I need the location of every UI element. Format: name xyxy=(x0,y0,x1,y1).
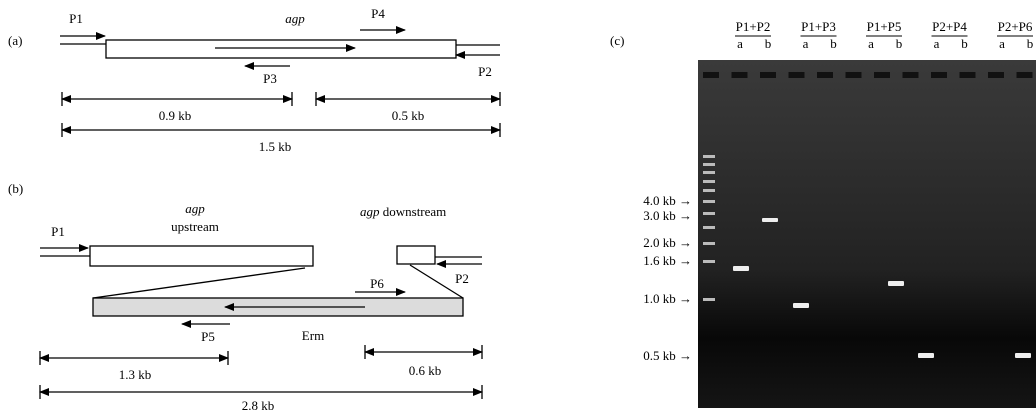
well xyxy=(789,72,805,78)
gene-box xyxy=(106,40,456,58)
sample-label: b xyxy=(830,36,837,51)
ladder-band xyxy=(703,226,715,229)
well xyxy=(903,72,919,78)
sample-label: a xyxy=(868,36,874,51)
primer-label: P3 xyxy=(263,71,277,86)
ladder-label: 1.0 kb → xyxy=(643,291,692,306)
ladder-label: 4.0 kb → xyxy=(643,193,692,208)
length-label: 0.5 kb xyxy=(392,108,425,123)
sample-band xyxy=(1015,353,1031,358)
primer-label: P1 xyxy=(51,224,65,239)
lane-label: P2+P6 xyxy=(998,19,1033,34)
sample-label: b xyxy=(896,36,903,51)
panel-label: (b) xyxy=(8,181,23,196)
cassette-label: Erm xyxy=(302,328,324,343)
lane-label: P2+P4 xyxy=(932,19,967,34)
sample-label: a xyxy=(803,36,809,51)
well xyxy=(960,72,976,78)
region-text: downstream xyxy=(383,204,447,219)
sample-label: a xyxy=(737,36,743,51)
gene-label: agp xyxy=(360,204,380,219)
ladder-band xyxy=(703,189,715,192)
ladder-label: 3.0 kb → xyxy=(643,208,692,223)
panel-label: (a) xyxy=(8,33,22,48)
length-label: 1.5 kb xyxy=(259,139,292,154)
figure: (a) agp P1 P4 P3 P2 0.9 kb 0.5 kb 1.5 kb… xyxy=(0,0,1036,414)
well xyxy=(846,72,862,78)
ladder-label: 1.6 kb → xyxy=(643,253,692,268)
primer-label: P1 xyxy=(69,11,83,26)
ladder-label: 2.0 kb → xyxy=(643,235,692,250)
well xyxy=(732,72,748,78)
sample-label: b xyxy=(765,36,772,51)
primer-label: P2 xyxy=(478,64,492,79)
primer-label: P2 xyxy=(455,271,469,286)
length-label: 0.6 kb xyxy=(409,363,442,378)
upstream-box xyxy=(90,246,313,266)
sample-band xyxy=(793,303,809,308)
sample-label: a xyxy=(934,36,940,51)
gel-image xyxy=(698,60,1036,408)
ladder-band xyxy=(703,298,715,301)
sample-label: b xyxy=(1027,36,1034,51)
well xyxy=(874,72,890,78)
well xyxy=(703,72,719,78)
panel-c: (c) P1+P2 a b P1+P3 a b P1+P5 a b P2+P4 a b P2+P6 a b 4… xyxy=(610,19,1036,408)
gene-label: agp xyxy=(185,201,205,216)
sample-label: a xyxy=(999,36,1005,51)
sample-band xyxy=(762,218,778,222)
primer-label: P6 xyxy=(370,276,384,291)
well xyxy=(931,72,947,78)
length-label: 1.3 kb xyxy=(119,367,152,382)
ladder-band xyxy=(703,155,715,158)
well xyxy=(1017,72,1033,78)
sample-band xyxy=(918,353,934,358)
ladder-band xyxy=(703,242,715,245)
length-label: 2.8 kb xyxy=(242,398,275,413)
panel-b: (b) agp upstream agp downstream P1 P2 P6… xyxy=(8,181,482,413)
ladder-band xyxy=(703,171,715,174)
lane-label: P1+P3 xyxy=(801,19,836,34)
lane-label: P1+P2 xyxy=(736,19,771,34)
sample-label: b xyxy=(961,36,968,51)
ladder-band xyxy=(703,260,715,263)
sample-band xyxy=(888,281,904,286)
ladder-label: 0.5 kb → xyxy=(643,348,692,363)
lane-label: P1+P5 xyxy=(867,19,902,34)
junction-line xyxy=(93,268,305,298)
region-label: agp downstream xyxy=(360,204,446,219)
region-label: upstream xyxy=(171,219,219,234)
panel-label: (c) xyxy=(610,33,624,48)
well xyxy=(817,72,833,78)
gene-label: agp xyxy=(285,11,305,26)
downstream-box xyxy=(397,246,435,264)
primer-label: P4 xyxy=(371,6,385,21)
well xyxy=(760,72,776,78)
well xyxy=(988,72,1004,78)
ladder-band xyxy=(703,180,715,183)
ladder-band xyxy=(703,212,715,215)
ladder-band xyxy=(703,200,715,203)
panel-a: (a) agp P1 P4 P3 P2 0.9 kb 0.5 kb 1.5 kb xyxy=(8,6,500,154)
length-label: 0.9 kb xyxy=(159,108,192,123)
sample-band xyxy=(733,266,749,271)
ladder-band xyxy=(703,163,715,166)
primer-label: P5 xyxy=(201,329,215,344)
